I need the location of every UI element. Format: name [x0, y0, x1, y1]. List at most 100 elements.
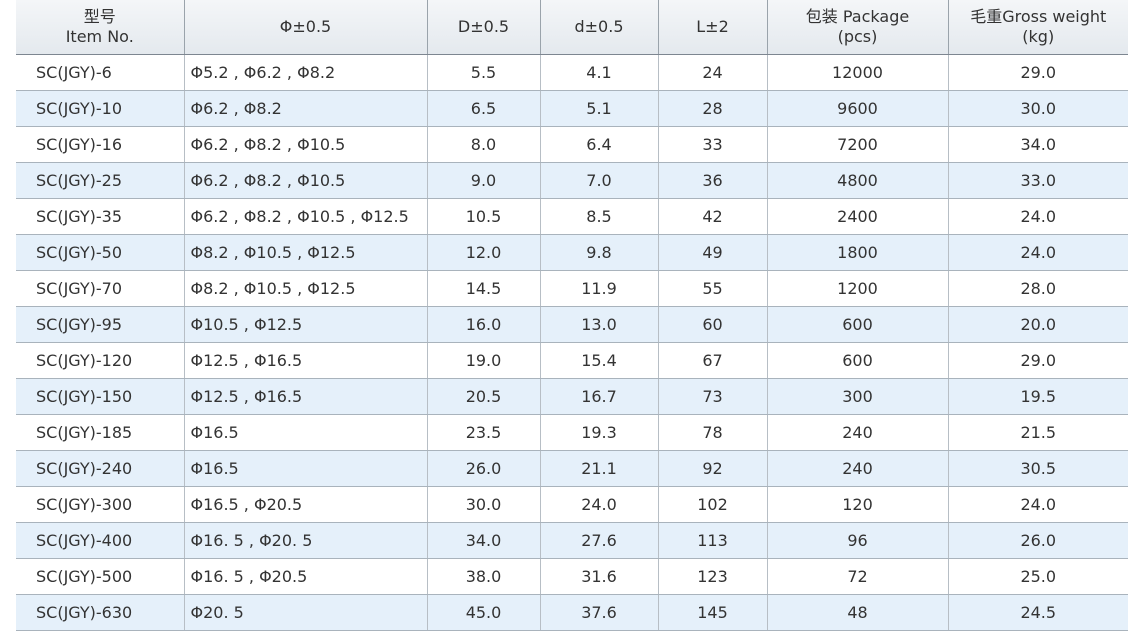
table-cell: SC(JGY)-10 — [16, 90, 185, 127]
table-cell: SC(JGY)-630 — [16, 594, 185, 631]
table-cell: Φ10.5 , Φ12.5 — [184, 306, 428, 343]
table-cell: 31.6 — [540, 558, 659, 595]
table-cell: 9600 — [767, 90, 949, 127]
table-cell: 16.0 — [427, 306, 541, 343]
table-cell: 21.5 — [948, 414, 1128, 451]
table-cell: 240 — [767, 414, 949, 451]
table-cell: 113 — [658, 522, 768, 559]
table-cell: 42 — [658, 198, 768, 235]
table-cell: 37.6 — [540, 594, 659, 631]
table-cell: SC(JGY)-150 — [16, 378, 185, 415]
table-cell: 9.8 — [540, 234, 659, 271]
table-cell: 25.0 — [948, 558, 1128, 595]
table-cell: 6.4 — [540, 126, 659, 163]
table-cell: Φ5.2 , Φ6.2 , Φ8.2 — [184, 54, 428, 91]
table-cell: 30.0 — [948, 90, 1128, 127]
table-cell: 19.0 — [427, 342, 541, 379]
table-cell: 49 — [658, 234, 768, 271]
table-row: SC(JGY)-500 Φ16. 5 , Φ20.5 38.0 31.6 123 72 25… — [16, 558, 1128, 595]
table-cell: 24.0 — [948, 486, 1128, 523]
table-cell: 5.1 — [540, 90, 659, 127]
table-cell: Φ6.2 , Φ8.2 , Φ10.5 — [184, 126, 428, 163]
table-cell: 8.5 — [540, 198, 659, 235]
header-text: L±2 — [696, 17, 729, 36]
table-cell: Φ16. 5 , Φ20.5 — [184, 558, 428, 595]
table-cell: 36 — [658, 162, 768, 199]
table-cell: Φ6.2 , Φ8.2 — [184, 90, 428, 127]
header-text: 型号 — [83, 7, 116, 26]
header-cell: 毛重Gross weight (kg) — [948, 0, 1128, 55]
table-cell: 7.0 — [540, 162, 659, 199]
table-row: SC(JGY)-10 Φ6.2 , Φ8.2 6.5 5.1 28 9600 30.0 — [16, 90, 1128, 127]
table-cell: 28 — [658, 90, 768, 127]
table-cell: SC(JGY)-185 — [16, 414, 185, 451]
table-row: SC(JGY)-400 Φ16. 5 , Φ20. 5 34.0 27.6 113 96 2… — [16, 522, 1128, 559]
header-row: 型号 Item No. Φ±0.5 D±0.5 d±0.5 L±2 包装 Package (p… — [16, 0, 1128, 55]
table-cell: 55 — [658, 270, 768, 307]
spec-table: 型号 Item No. Φ±0.5 D±0.5 d±0.5 L±2 包装 Package (p… — [16, 0, 1128, 631]
table-cell: 24 — [658, 54, 768, 91]
table-cell: SC(JGY)-120 — [16, 342, 185, 379]
header-cell: 型号 Item No. — [16, 0, 185, 55]
header-cell: Φ±0.5 — [184, 0, 428, 55]
table-cell: 4800 — [767, 162, 949, 199]
table-cell: 30.5 — [948, 450, 1128, 487]
table-cell: Φ12.5 , Φ16.5 — [184, 378, 428, 415]
table-row: SC(JGY)-300 Φ16.5 , Φ20.5 30.0 24.0 102 120 24… — [16, 486, 1128, 523]
header-text: d±0.5 — [574, 17, 624, 36]
header-cell: 包装 Package (pcs) — [767, 0, 949, 55]
table-cell: 27.6 — [540, 522, 659, 559]
table-cell: Φ6.2 , Φ8.2 , Φ10.5 , Φ12.5 — [184, 198, 428, 235]
table-cell: SC(JGY)-16 — [16, 126, 185, 163]
table-cell: Φ20. 5 — [184, 594, 428, 631]
table-cell: 8.0 — [427, 126, 541, 163]
header-cell: L±2 — [658, 0, 768, 55]
table-cell: 26.0 — [427, 450, 541, 487]
table-cell: SC(JGY)-6 — [16, 54, 185, 91]
table-row: SC(JGY)-35 Φ6.2 , Φ8.2 , Φ10.5 , Φ12.5 10.… — [16, 198, 1128, 235]
header-text: D±0.5 — [457, 17, 510, 36]
table-cell: 33 — [658, 126, 768, 163]
table-cell: 21.1 — [540, 450, 659, 487]
table-cell: 20.5 — [427, 378, 541, 415]
table-cell: 145 — [658, 594, 768, 631]
table-row: SC(JGY)-25 Φ6.2 , Φ8.2 , Φ10.5 9.0 7.0 36 480… — [16, 162, 1128, 199]
table-cell: 38.0 — [427, 558, 541, 595]
table-cell: 600 — [767, 306, 949, 343]
table-row: SC(JGY)-95 Φ10.5 , Φ12.5 16.0 13.0 60 600 20.0 — [16, 306, 1128, 343]
table-cell: Φ6.2 , Φ8.2 , Φ10.5 — [184, 162, 428, 199]
table-cell: 1200 — [767, 270, 949, 307]
table-row: SC(JGY)-630 Φ20. 5 45.0 37.6 145 48 24.5 — [16, 594, 1128, 631]
table-cell: 16.7 — [540, 378, 659, 415]
table-cell: 20.0 — [948, 306, 1128, 343]
table-cell: 67 — [658, 342, 768, 379]
table-cell: 73 — [658, 378, 768, 415]
table-cell: 29.0 — [948, 54, 1128, 91]
table-cell: Φ16.5 — [184, 450, 428, 487]
table-row: SC(JGY)-185 Φ16.5 23.5 19.3 78 240 21.5 — [16, 414, 1128, 451]
table-cell: 14.5 — [427, 270, 541, 307]
table-cell: 4.1 — [540, 54, 659, 91]
table-cell: 30.0 — [427, 486, 541, 523]
table-cell: 34.0 — [427, 522, 541, 559]
table-cell: 120 — [767, 486, 949, 523]
table-cell: 78 — [658, 414, 768, 451]
table-cell: 15.4 — [540, 342, 659, 379]
table-cell: 600 — [767, 342, 949, 379]
table-cell: 48 — [767, 594, 949, 631]
table-cell: 26.0 — [948, 522, 1128, 559]
table-cell: 9.0 — [427, 162, 541, 199]
header-text: (kg) — [1022, 27, 1055, 46]
table-cell: 19.5 — [948, 378, 1128, 415]
table-cell: 123 — [658, 558, 768, 595]
table-cell: Φ16. 5 , Φ20. 5 — [184, 522, 428, 559]
table-cell: SC(JGY)-25 — [16, 162, 185, 199]
table-cell: 72 — [767, 558, 949, 595]
table-cell: Φ16.5 — [184, 414, 428, 451]
table-body: SC(JGY)-6 Φ5.2 , Φ6.2 , Φ8.2 5.5 4.1 24 12000… — [16, 54, 1128, 631]
table-cell: 300 — [767, 378, 949, 415]
header-text: Φ±0.5 — [279, 17, 332, 36]
table-cell: 6.5 — [427, 90, 541, 127]
table-row: SC(JGY)-6 Φ5.2 , Φ6.2 , Φ8.2 5.5 4.1 24 12000… — [16, 54, 1128, 91]
